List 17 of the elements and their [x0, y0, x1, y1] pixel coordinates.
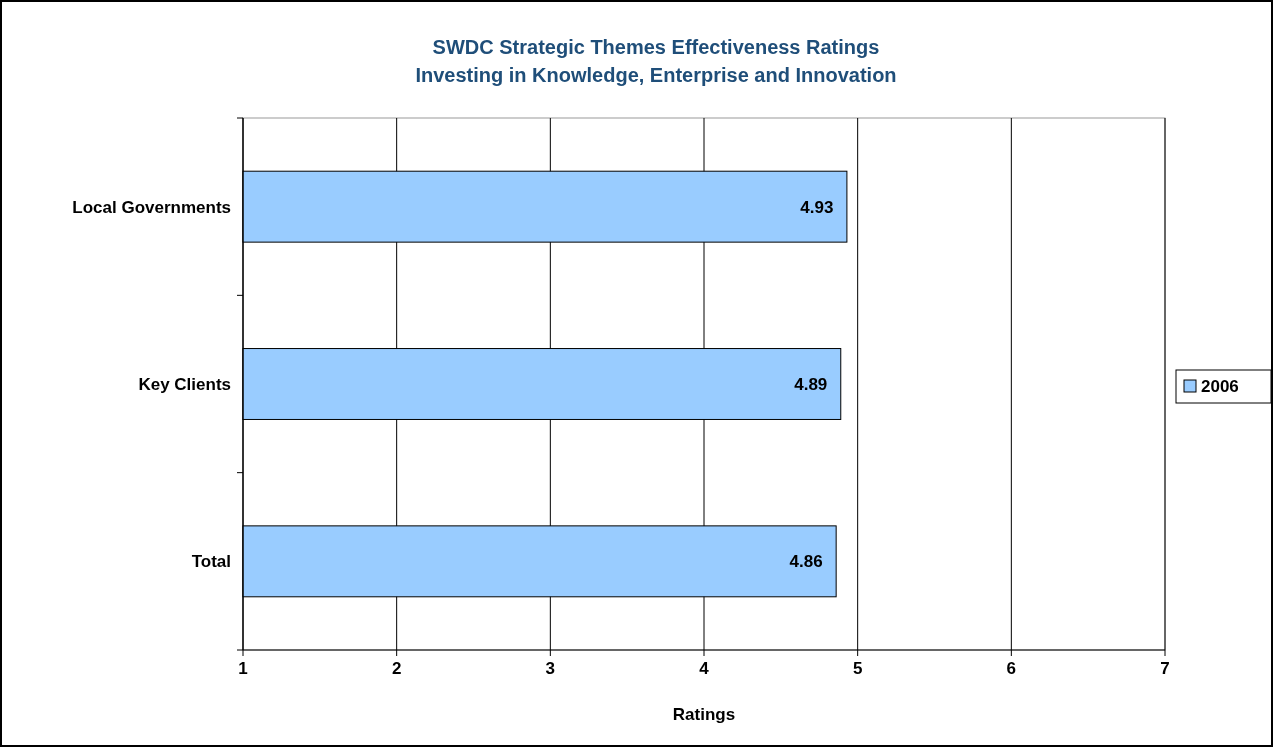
x-tick-label: 7 — [1160, 659, 1170, 678]
chart-title: SWDC Strategic Themes Effectiveness Ratings — [432, 36, 880, 58]
x-axis-title: Ratings — [672, 705, 736, 724]
legend-label: 2006 — [1201, 376, 1239, 396]
y-tick-label: Total — [191, 552, 231, 572]
data-label: 4.89 — [794, 374, 828, 394]
chart-subtitle: Investing in Knowledge, Enterprise and Innovation — [415, 64, 897, 86]
y-tick-label: Key Clients — [138, 374, 231, 394]
x-tick-label: 1 — [238, 659, 248, 678]
data-label: 4.93 — [800, 197, 834, 217]
x-tick-label: 5 — [852, 659, 863, 678]
x-tick-label: 4 — [699, 659, 710, 678]
y-tick-label: Local Governments — [72, 197, 231, 217]
x-tick-label: 3 — [545, 659, 556, 678]
data-label: 4.86 — [789, 552, 823, 572]
x-tick-label: 2 — [391, 659, 402, 678]
x-tick-label: 6 — [1006, 659, 1017, 678]
